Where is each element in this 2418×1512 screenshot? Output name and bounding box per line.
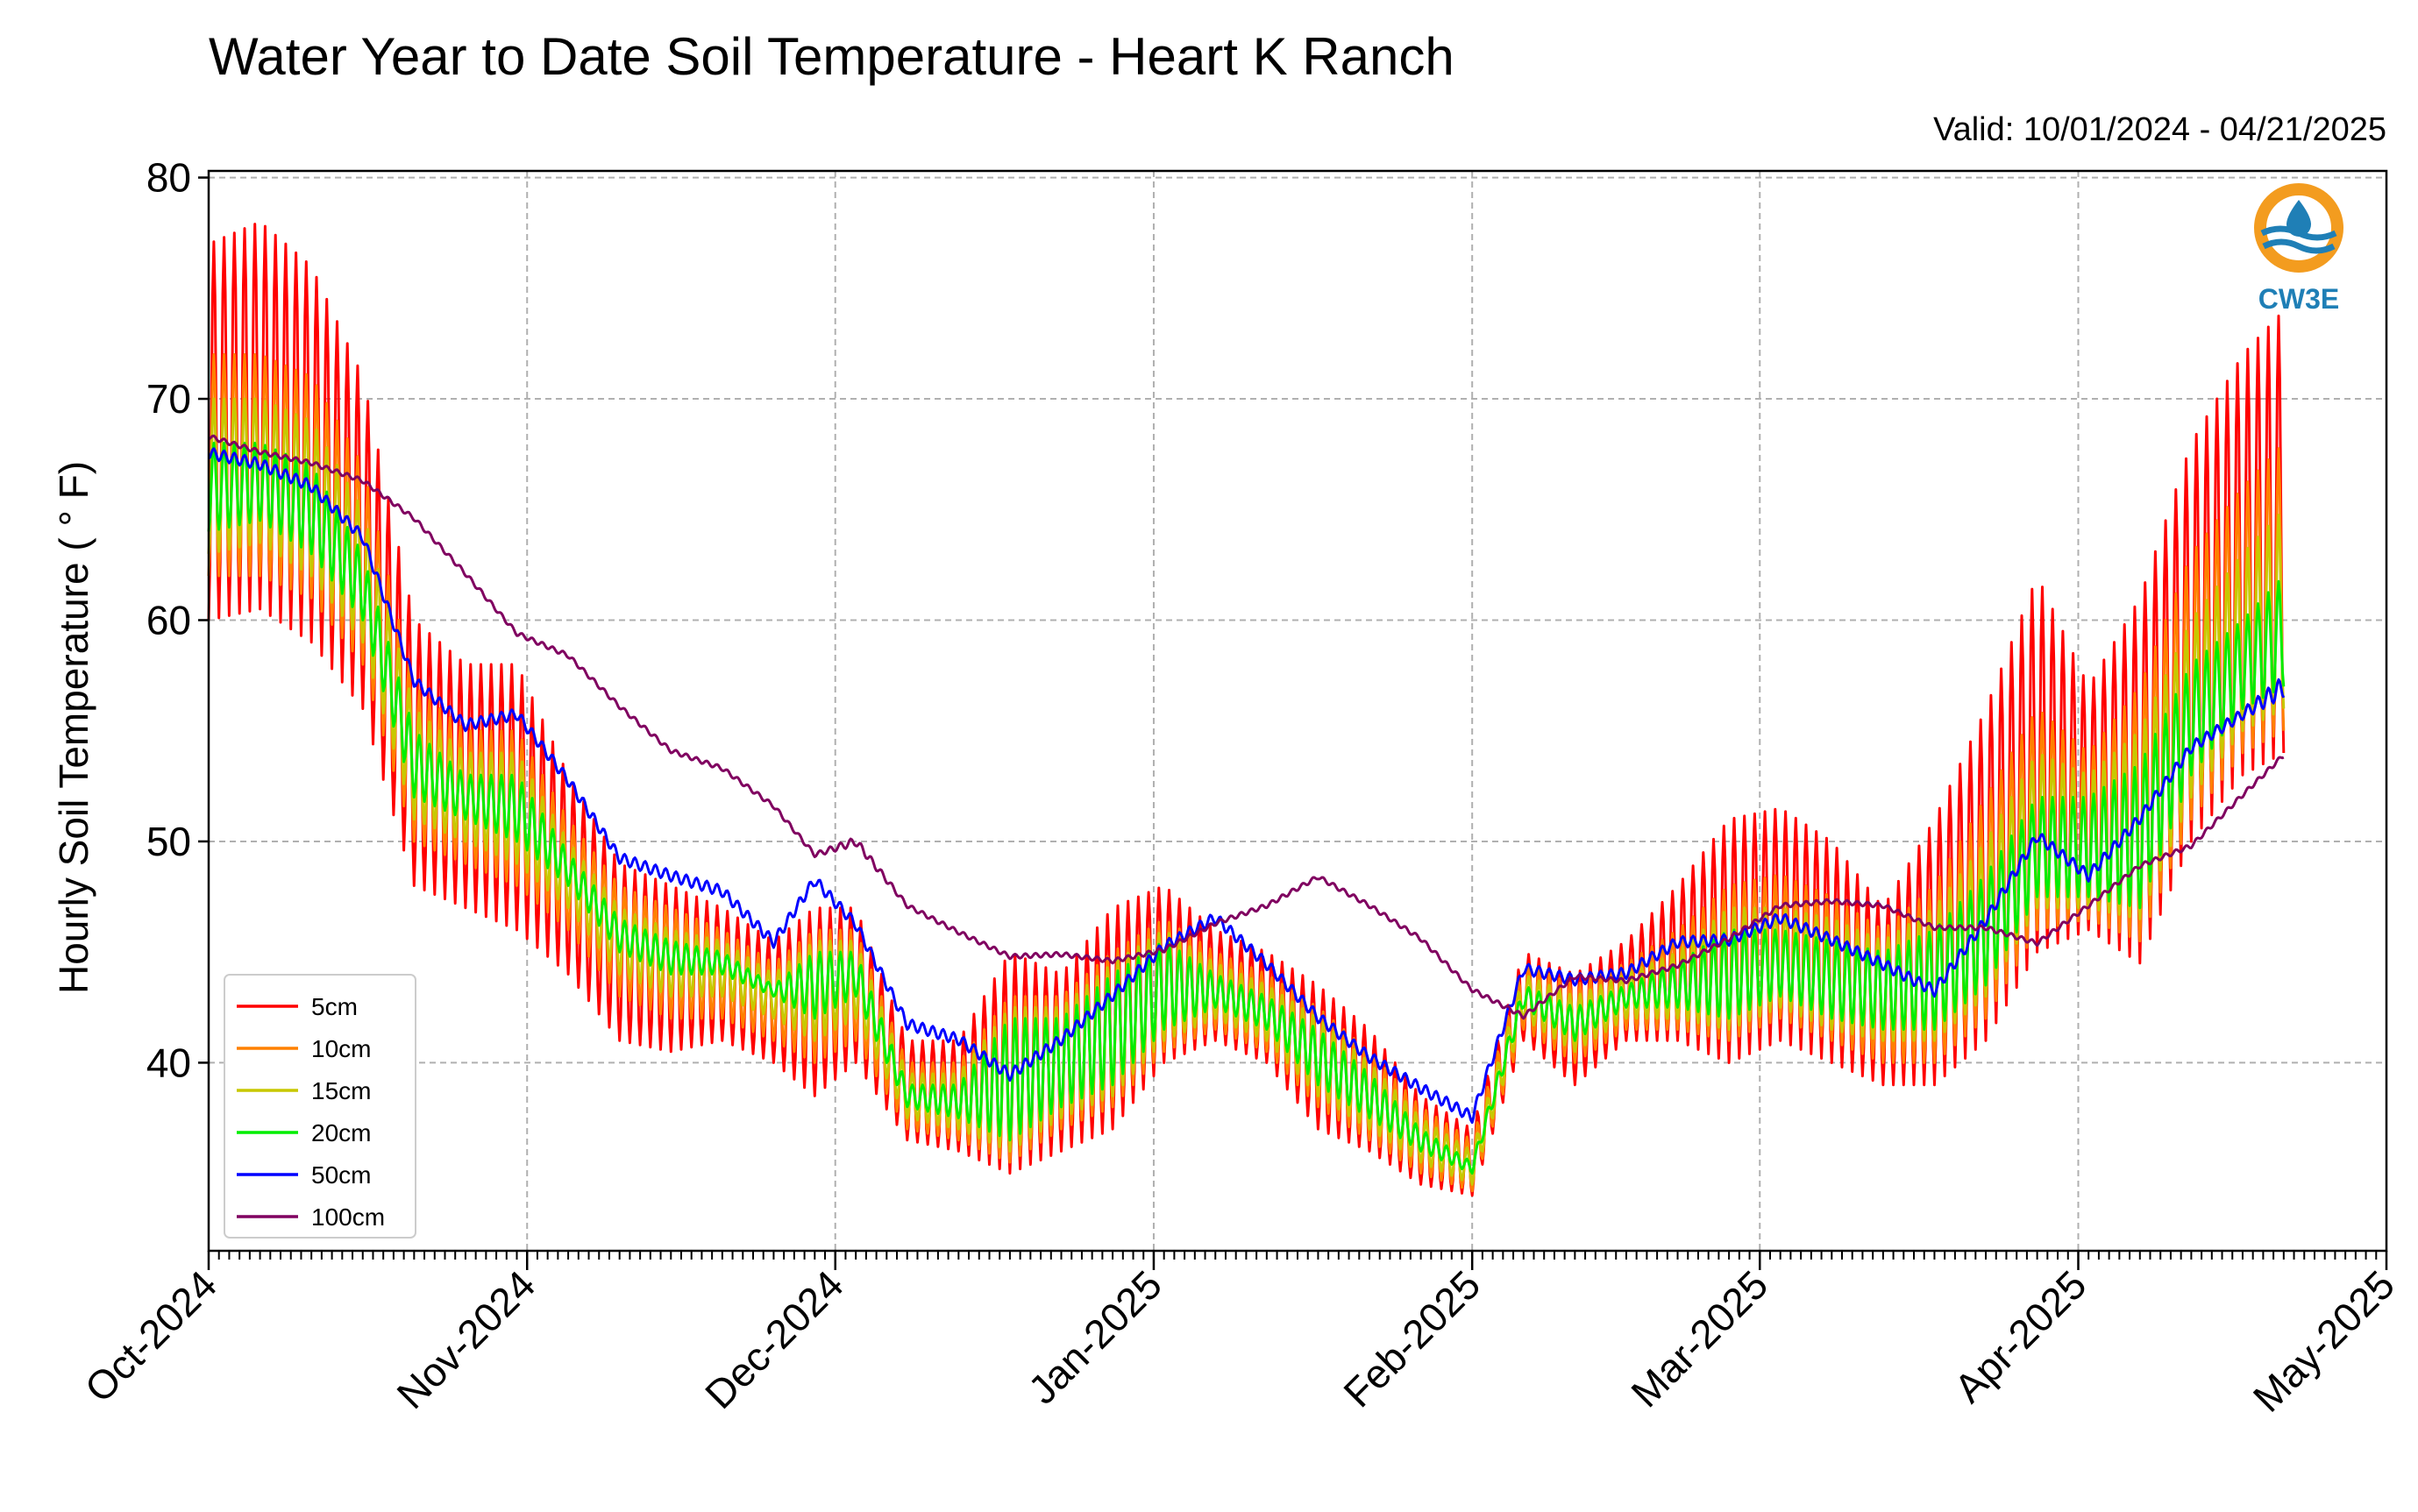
logo-text: CW3E (2258, 283, 2339, 315)
legend-label-20cm: 20cm (311, 1119, 371, 1146)
valid-date-range: Valid: 10/01/2024 - 04/21/2025 (1933, 111, 2386, 148)
cw3e-logo: CW3E (2254, 183, 2343, 315)
legend-box (224, 974, 416, 1239)
y-axis: 40 50 60 70 80 (146, 155, 209, 1085)
y-tick-label: 40 (146, 1040, 191, 1085)
grid-lines (209, 171, 2386, 1251)
y-tick-label: 50 (146, 819, 191, 864)
legend-label-15cm: 15cm (311, 1077, 371, 1104)
series-lines (207, 223, 2286, 1197)
chart-title: Water Year to Date Soil Temperature - He… (209, 27, 1454, 86)
y-tick-label: 60 (146, 597, 191, 642)
series-line-50cm (207, 447, 2286, 1125)
water-drop-logo-icon (2254, 183, 2343, 273)
legend: 5cm 10cm 15cm 20cm 50cm 100cm (224, 974, 416, 1239)
series-line-100cm (208, 434, 2285, 1020)
legend-label-50cm: 50cm (311, 1161, 371, 1189)
legend-label-10cm: 10cm (311, 1035, 371, 1062)
y-tick-label: 80 (146, 155, 191, 201)
y-tick-label: 70 (146, 376, 191, 422)
series-line-20cm (207, 442, 2286, 1175)
legend-label-5cm: 5cm (311, 993, 358, 1020)
y-axis-label: Hourly Soil Temperature ( ° F) (51, 461, 96, 994)
legend-label-100cm: 100cm (311, 1203, 385, 1231)
